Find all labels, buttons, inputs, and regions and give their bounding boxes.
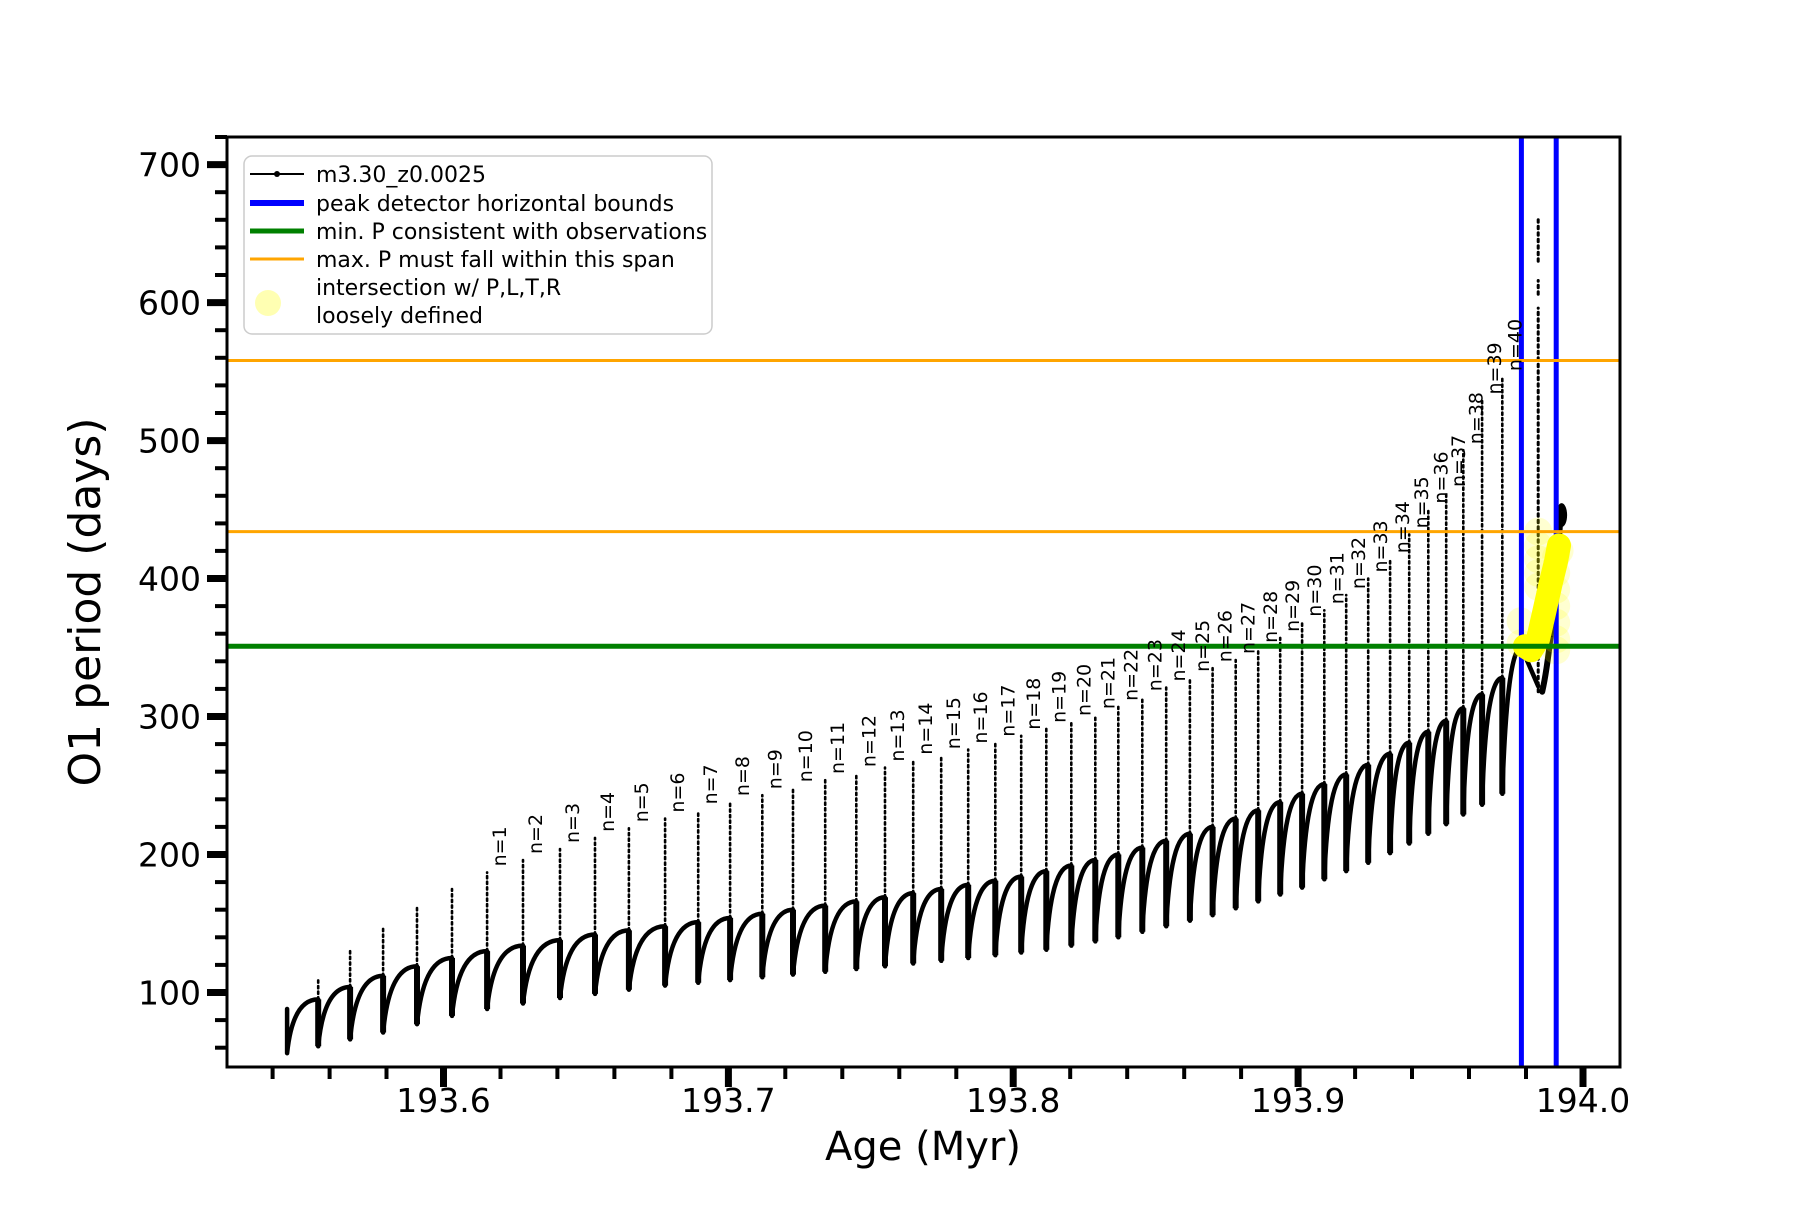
pulse-label: n=10 [795,730,817,782]
pulse-label: n=18 [1023,678,1045,730]
x-tick-label: 193.7 [681,1081,775,1120]
pulse-label: n=9 [764,749,786,789]
y-tick-label: 400 [138,560,201,599]
y-tick-label: 300 [138,698,201,737]
pulse-label: n=12 [858,715,880,767]
pulse-label: n=31 [1326,552,1348,604]
y-tick-label: 200 [138,836,201,875]
legend-marker-series-dot [274,171,280,177]
legend-marker-intersection [255,290,281,316]
x-tick-label: 193.6 [396,1081,490,1120]
pulse-label: n=40 [1504,319,1526,371]
pulse-label: n=3 [562,803,584,843]
pulse-label: n=15 [943,697,965,749]
legend-label-max-p: max. P must fall within this span [316,248,675,273]
pulse-label: n=6 [667,773,689,813]
pulse-label: n=21 [1097,657,1119,709]
pulse-number-labels: n=1 n=2 n=3 n=4 n=5 n=6 n=7 n=8 n=9 n=10 n=11 n=12 n… [489,319,1526,866]
pulse-label: n=22 [1120,649,1142,701]
legend-box [243,155,713,335]
pulse-label: n=34 [1392,501,1414,553]
pulse-label: n=7 [700,764,722,804]
y-axis-title: O1 period (days) [60,418,111,787]
pulse-label: n=38 [1465,392,1487,444]
x-tick-label: 194.0 [1536,1081,1630,1120]
pulse-label: n=29 [1282,580,1304,632]
plot-border [225,135,1622,1069]
threshold-lines [227,359,1620,649]
legend-label-series: m3.30_z0.0025 [316,163,486,188]
pulse-label: n=17 [997,685,1019,737]
pulse-label: n=37 [1448,435,1470,487]
y-tick-label: 700 [138,146,201,185]
pulse-label: n=24 [1168,629,1190,681]
pulse-label: n=23 [1144,639,1166,691]
pulse-label: n=30 [1304,565,1326,617]
intersection-halo [1524,531,1553,560]
pulse-label: n=5 [631,782,653,822]
pulse-label: n=2 [525,814,547,854]
x-tick-label: 193.9 [1251,1081,1345,1120]
pulse-label: n=25 [1192,620,1214,672]
legend: m3.30_z0.0025 peak detector horizontal b… [243,155,713,335]
pulse-label: n=26 [1215,610,1237,662]
y-tick-label: 100 [138,974,201,1013]
pulse-label: n=19 [1048,671,1070,723]
final-cluster [1556,503,1568,528]
legend-label-intersection-line2: loosely defined [316,304,483,329]
pulse-label: n=27 [1238,602,1260,654]
y-tick-label: 500 [138,422,201,461]
pulse-label: n=11 [827,722,849,774]
intersection-core [1512,533,1571,663]
pulse-label: n=1 [489,826,511,866]
pulse-label: n=16 [970,691,992,743]
pulse-label: n=33 [1370,520,1392,572]
legend-label-min-p: min. P consistent with observations [316,220,707,245]
pulse-label: n=13 [887,709,909,761]
series-m330-z00025 [284,375,1541,1056]
legend-label-intersection-line1: intersection w/ P,L,T,R [316,276,561,301]
intersection-core-layer [1512,533,1571,663]
y-tick-label: 600 [138,284,201,323]
axes: 193.6 193.7 193.8 193.9 194.0 100 200 300 400 500… [138,135,1630,1120]
pulse-label: n=20 [1073,664,1095,716]
legend-label-peak-bounds: peak detector horizontal bounds [316,192,674,217]
pulse-label: n=32 [1348,537,1370,589]
pulse-label: n=36 [1430,451,1452,503]
pulse-label: n=39 [1484,342,1506,394]
pulse-label: n=8 [732,756,754,796]
pulse-label: n=14 [915,703,937,755]
pulse-label: n=4 [597,792,619,832]
x-tick-label: 193.8 [966,1081,1060,1120]
pulse-label: n=35 [1411,476,1433,528]
x-axis-title: Age (Myr) [825,1124,1021,1170]
pulse-label: n=28 [1260,591,1282,643]
